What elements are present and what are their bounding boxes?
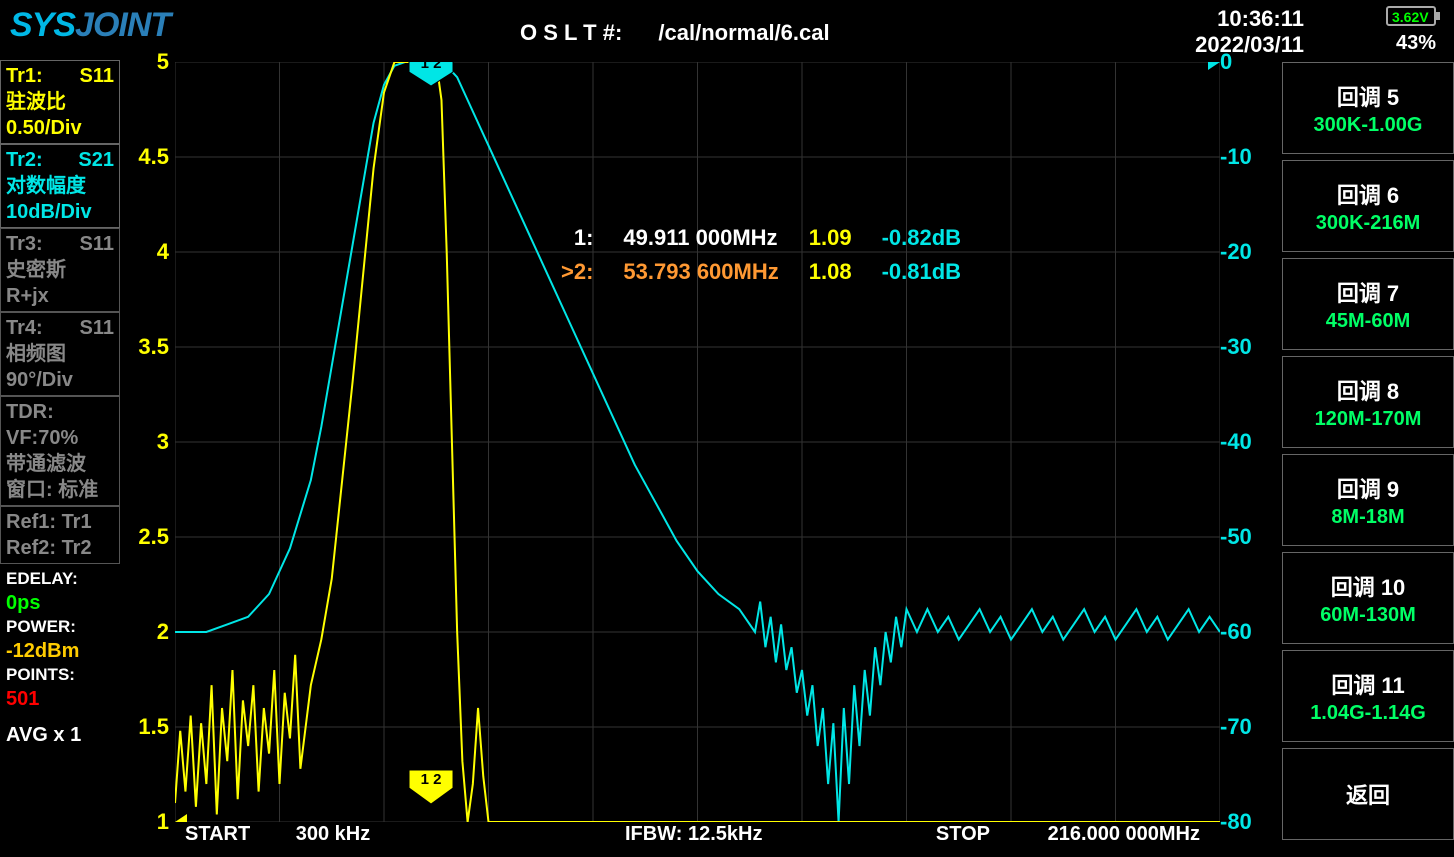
clock: 10:36:11 2022/03/11 [1195,6,1304,58]
tdr-label: TDR: [6,399,114,425]
start-label: START [185,823,250,845]
points-label: POINTS: [6,664,114,686]
trace-box-3[interactable]: Tr4:S11 相频图 90°/Div [0,312,120,396]
trace-box-2[interactable]: Tr3:S11 史密斯 R+jx [0,228,120,312]
menu-btn-4[interactable]: 回调 98M-18M [1282,454,1454,546]
power-label: POWER: [6,616,114,638]
trace-box-1[interactable]: Tr2:S21 对数幅度 10dB/Div [0,144,120,228]
logo-part1: SYS [10,6,75,44]
logo-part2: JOINT [75,6,170,44]
logo: SYSJOINT [0,0,180,51]
edelay-value: 0ps [6,590,114,616]
battery: 3.62V 43% [1386,6,1436,55]
stop-freq: 216.000 000MHz [1048,823,1200,846]
top-bar: SYSJOINT O S L T #: /cal/normal/6.cal 10… [0,0,1454,55]
stop-label: STOP [936,823,990,846]
date: 2022/03/11 [1195,32,1304,58]
ref1: Ref1: Tr1 [6,509,114,535]
chart-area[interactable]: 54.543.532.521.51 1 21 2 0-10-20-30-40-5… [125,62,1230,842]
menu-btn-1[interactable]: 回调 6300K-216M [1282,160,1454,252]
chart-plot[interactable]: 1 2 1 2 [175,62,1220,822]
y-left-axis: 54.543.532.521.51 [125,62,175,822]
right-menu: 回调 5300K-1.00G回调 6300K-216M回调 745M-60M回调… [1282,62,1454,846]
menu-btn-5[interactable]: 回调 1060M-130M [1282,552,1454,644]
left-panel: Tr1:S11 驻波比 0.50/DivTr2:S21 对数幅度 10dB/Di… [0,60,120,752]
refs-box[interactable]: Ref1: Tr1 Ref2: Tr2 [0,506,120,564]
battery-icon: 3.62V [1386,6,1436,26]
trace-box-0[interactable]: Tr1:S11 驻波比 0.50/Div [0,60,120,144]
tdr-filter: 带通滤波 [6,451,114,477]
menu-btn-2[interactable]: 回调 745M-60M [1282,258,1454,350]
menu-btn-0[interactable]: 回调 5300K-1.00G [1282,62,1454,154]
cal-info: O S L T #: /cal/normal/6.cal [520,20,830,46]
ref2: Ref2: Tr2 [6,535,114,561]
tdr-box[interactable]: TDR: VF:70% 带通滤波 窗口: 标准 [0,396,120,506]
marker-readout: 1: 49.911 000MHz 1.09 -0.82dB>2: 53.793 … [545,220,977,290]
tdr-window: 窗口: 标准 [6,477,114,503]
svg-text:1 2: 1 2 [421,62,442,72]
battery-percent: 43% [1386,32,1436,55]
svg-text:1 2: 1 2 [421,771,442,788]
points-value: 501 [6,686,114,712]
tdr-vf: VF:70% [6,425,114,451]
power-value: -12dBm [6,638,114,664]
start-freq: 300 kHz [296,823,371,845]
menu-btn-3[interactable]: 回调 8120M-170M [1282,356,1454,448]
menu-btn-6[interactable]: 回调 111.04G-1.14G [1282,650,1454,742]
edelay-label: EDELAY: [6,568,114,590]
y-right-axis: 0-10-20-30-40-50-60-70-80 [1220,62,1270,822]
avg-value: AVG x 1 [6,722,114,748]
cal-path: /cal/normal/6.cal [658,20,829,45]
time: 10:36:11 [1195,6,1304,32]
menu-btn-7[interactable]: 返回 [1282,748,1454,840]
cal-label: O S L T #: [520,20,622,45]
left-status: EDELAY: 0ps POWER: -12dBm POINTS: 501 AV… [0,564,120,752]
battery-voltage: 3.62V [1392,8,1429,26]
ifbw: IFBW: 12.5kHz [625,823,762,846]
bottom-info: START 300 kHz IFBW: 12.5kHz STOP 216.000… [185,823,1230,846]
